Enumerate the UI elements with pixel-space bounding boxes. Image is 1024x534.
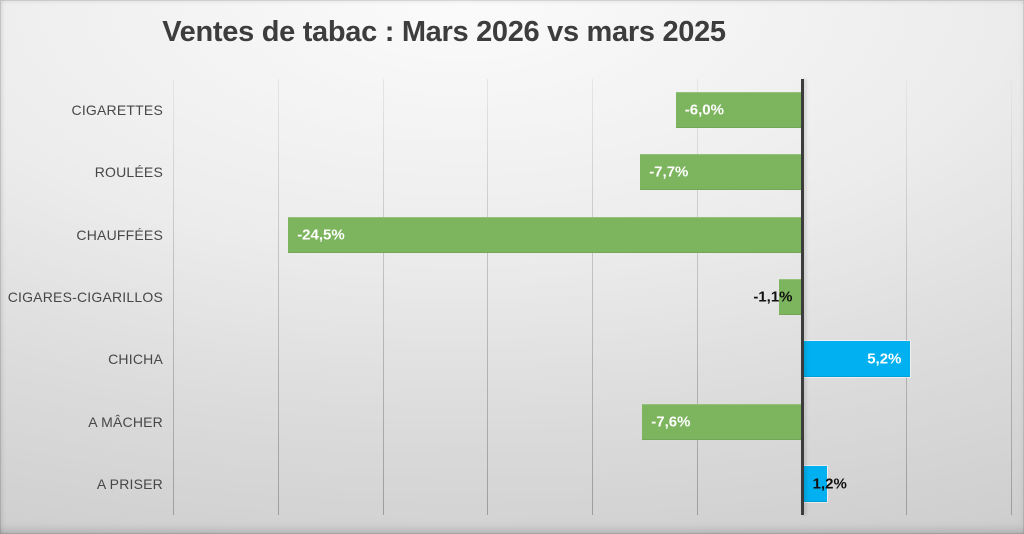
category-label: A MÂCHER	[88, 413, 163, 430]
gridline	[906, 79, 908, 515]
data-label: -1,1%	[753, 288, 793, 306]
category-label: CHICHA	[108, 351, 163, 368]
data-label: -7,7%	[649, 163, 689, 181]
bar	[642, 403, 802, 440]
category-axis: CIGARETTES ROULÉES CHAUFFÉES CIGARES-CIGARI…	[0, 79, 163, 515]
gridline	[173, 79, 174, 515]
gridline	[277, 79, 279, 515]
category-label: CIGARETTES	[71, 102, 163, 119]
data-label: 1,2%	[812, 475, 847, 493]
data-label: -6,0%	[684, 101, 724, 119]
bar	[801, 341, 911, 378]
gridline	[1011, 79, 1012, 515]
bar	[801, 465, 827, 502]
bar	[640, 154, 802, 191]
gridline	[382, 79, 384, 515]
data-label: -7,6%	[651, 413, 691, 431]
category-label: CIGARES-CIGARILLOS	[7, 288, 163, 305]
bar	[778, 279, 802, 315]
gridline	[592, 79, 593, 515]
category-label: ROULÉES	[94, 164, 163, 181]
category-label: CHAUFFÉES	[76, 226, 163, 243]
bar	[288, 216, 802, 253]
gridline	[696, 79, 698, 515]
bar	[675, 92, 802, 129]
zero-axis-line	[800, 79, 804, 515]
data-label: 5,2%	[867, 350, 902, 368]
category-label: A PRISER	[96, 475, 163, 492]
data-label: -24,5%	[297, 226, 345, 244]
chart-title: Ventes de tabac : Mars 2026 vs mars 2025	[162, 16, 726, 48]
gridline	[487, 79, 489, 515]
plot-area: -6,0% -7,7% -24,5% -1,1% 5,2% -7,6% 1,2%	[173, 79, 1012, 515]
